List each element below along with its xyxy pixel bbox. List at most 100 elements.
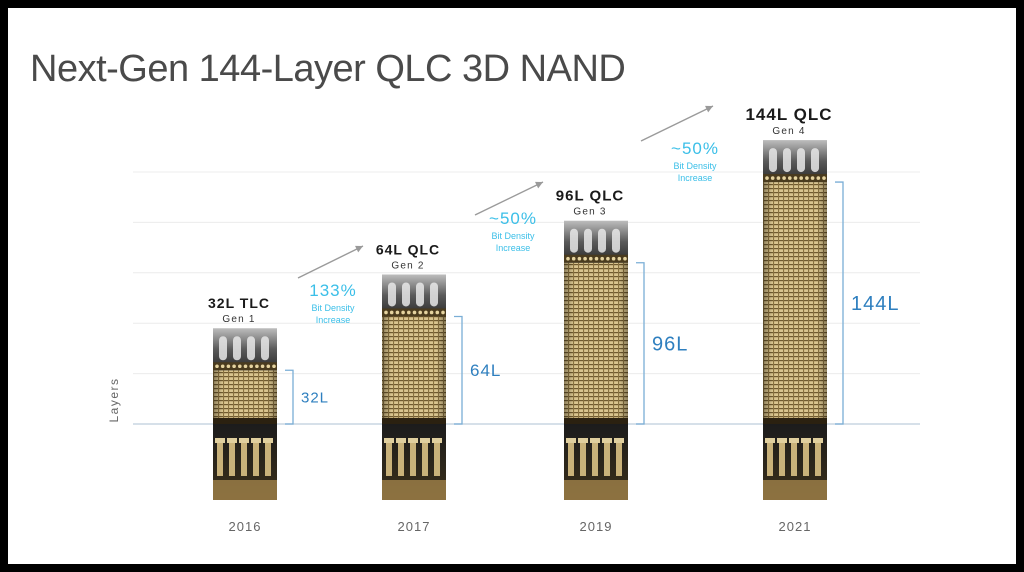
base-detail xyxy=(803,442,809,476)
cap-detail xyxy=(570,228,578,253)
base-detail xyxy=(410,442,416,476)
base-detail xyxy=(420,438,430,443)
cap-dot xyxy=(583,256,587,261)
base-detail xyxy=(566,438,576,443)
base-detail xyxy=(813,438,823,443)
base-detail xyxy=(239,438,249,443)
cap-dot xyxy=(788,176,792,180)
chart-svg: Layers 32L 32L TLC Gen 1 2016 64L 64L QLC Gen 2… xyxy=(107,105,920,534)
cap-detail xyxy=(219,336,227,361)
bar-group xyxy=(564,220,645,500)
value-label: 32L xyxy=(301,389,329,406)
density-text: Bit Density xyxy=(491,231,535,241)
bar-group xyxy=(763,140,844,500)
density-text: Increase xyxy=(678,173,713,183)
cap-dot xyxy=(435,310,440,315)
base-detail xyxy=(396,438,406,443)
chart-title: Next-Gen 144-Layer QLC 3D NAND xyxy=(30,48,626,90)
density-text: Increase xyxy=(496,243,531,253)
base-detail xyxy=(384,438,394,443)
bar-stack-shade xyxy=(763,182,827,424)
cap-dot xyxy=(594,256,599,261)
cap-dot xyxy=(395,310,400,315)
base-detail xyxy=(229,442,235,476)
product-label: 144L QLC xyxy=(745,105,832,124)
cap-dot xyxy=(566,256,570,261)
slide: Next-Gen 144-Layer QLC 3D NAND xyxy=(8,8,1016,564)
cap-dot xyxy=(272,364,276,369)
arrow-head xyxy=(535,181,543,189)
layer-bracket xyxy=(454,315,463,425)
cap-dot xyxy=(232,364,236,369)
value-label: 64L xyxy=(470,361,501,380)
density-annotation: 133% Bit Density Increase xyxy=(297,245,364,325)
base-detail xyxy=(580,442,586,476)
generation-label: Gen 4 xyxy=(772,126,805,137)
cap-detail xyxy=(797,148,805,173)
layer-bracket xyxy=(636,262,645,425)
stack-bottom-band xyxy=(763,418,827,424)
generation-label: Gen 3 xyxy=(573,207,606,218)
cap-dot xyxy=(243,364,248,369)
base-detail xyxy=(215,438,225,443)
base-detail xyxy=(434,442,440,476)
layer-bracket xyxy=(835,181,844,425)
value-label: 144L xyxy=(851,293,900,315)
cap-detail xyxy=(811,148,819,173)
stack-bottom-band xyxy=(213,418,277,424)
density-value: ~50% xyxy=(489,209,537,228)
base-detail xyxy=(564,480,628,500)
cap-detail xyxy=(261,336,269,361)
cap-detail xyxy=(612,228,620,253)
labels: Layers 32L 32L TLC Gen 1 2016 64L 64L QLC Gen 2… xyxy=(107,105,900,534)
base-detail xyxy=(386,442,392,476)
base-detail xyxy=(592,442,598,476)
base-detail xyxy=(422,442,428,476)
stack-bottom-band xyxy=(564,418,628,424)
cap-dot xyxy=(249,364,253,369)
base-detail xyxy=(253,442,259,476)
cap-dot xyxy=(810,176,815,180)
stack-bottom-band xyxy=(382,418,446,424)
base-detail xyxy=(382,480,446,500)
layer-bracket xyxy=(285,369,294,425)
cap-dot xyxy=(226,364,231,369)
y-axis-label: Layers xyxy=(107,377,121,422)
cap-dot xyxy=(589,256,593,261)
cap-dot xyxy=(215,364,219,369)
base-detail xyxy=(763,480,827,500)
base-detail xyxy=(616,442,622,476)
base-detail xyxy=(777,438,787,443)
bar-group xyxy=(213,328,294,500)
base-detail xyxy=(217,442,223,476)
cap-dot xyxy=(577,256,582,261)
cap-dot xyxy=(266,364,271,369)
cap-dot xyxy=(260,364,265,369)
x-tick-label: 2016 xyxy=(229,519,262,534)
base-detail xyxy=(767,442,773,476)
base-detail xyxy=(263,438,273,443)
cap-dot xyxy=(822,176,826,180)
base-detail xyxy=(614,438,624,443)
base-detail xyxy=(765,438,775,443)
cap-dot xyxy=(776,176,781,180)
cap-detail xyxy=(416,282,424,307)
base-detail xyxy=(213,480,277,500)
base-detail xyxy=(590,438,600,443)
cap-dot xyxy=(418,310,423,315)
bar-group xyxy=(382,274,463,500)
density-arrow xyxy=(297,245,364,279)
density-text: Increase xyxy=(316,315,351,325)
density-value: ~50% xyxy=(671,139,719,158)
cap-dot xyxy=(799,176,803,180)
base-detail xyxy=(578,438,588,443)
cap-dot xyxy=(793,176,798,180)
product-label: 64L QLC xyxy=(376,241,440,257)
product-label: 32L TLC xyxy=(208,295,270,311)
cap-detail xyxy=(598,228,606,253)
base-detail xyxy=(791,442,797,476)
cap-dot xyxy=(220,364,225,369)
base-detail xyxy=(604,442,610,476)
cap-detail xyxy=(247,336,255,361)
density-arrow xyxy=(640,105,714,142)
